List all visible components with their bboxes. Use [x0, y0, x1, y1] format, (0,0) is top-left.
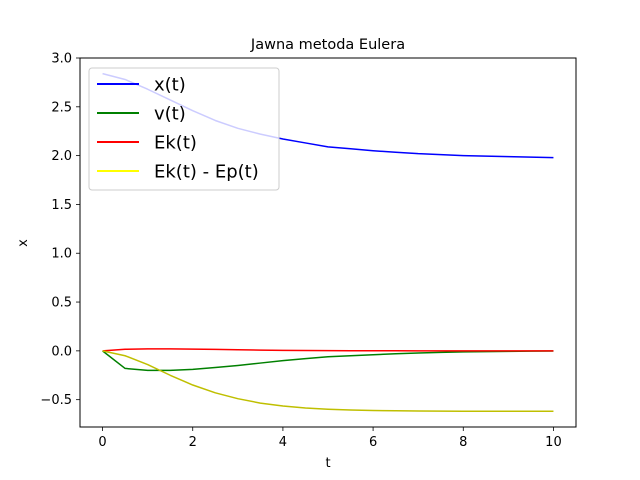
y-tick-label: 0.5 [51, 296, 72, 311]
plot-frame [79, 57, 577, 428]
y-tick-label: 2.0 [51, 149, 72, 164]
x-tick-label: 8 [459, 435, 467, 450]
legend-label-0: x(t) [154, 75, 186, 96]
legend-label-1: v(t) [154, 104, 186, 125]
legend-label-3: Ek(t) - Ep(t) [154, 162, 259, 183]
series-line-2 [102, 348, 554, 352]
y-tick-label: 1.0 [51, 247, 72, 262]
series-line-1 [102, 350, 554, 372]
chart-title: Jawna metoda Eulera [250, 37, 405, 53]
x-axis: 0 2 4 6 8 10 [98, 427, 562, 450]
x-tick-label: 6 [369, 435, 377, 450]
x-axis-label: t [325, 456, 330, 471]
x-tick-label: 10 [545, 435, 562, 450]
legend: x(t) v(t) Ek(t) Ek(t) - Ep(t) [88, 67, 280, 191]
y-axis: −0.5 0.0 0.5 1.0 1.5 2.0 2.5 3.0 [40, 52, 80, 408]
legend-label-2: Ek(t) [154, 133, 197, 154]
y-tick-label: 0.0 [51, 344, 72, 359]
y-tick-label: −0.5 [40, 393, 72, 408]
x-tick-label: 0 [98, 435, 106, 450]
x-tick-label: 2 [189, 435, 197, 450]
y-tick-label: 3.0 [51, 52, 72, 67]
y-tick-label: 1.5 [51, 198, 72, 213]
legend-box [88, 67, 280, 191]
y-axis-label: x [16, 239, 31, 247]
x-tick-label: 4 [279, 435, 287, 450]
y-tick-label: 2.5 [51, 100, 72, 115]
series-line-3 [102, 350, 554, 413]
